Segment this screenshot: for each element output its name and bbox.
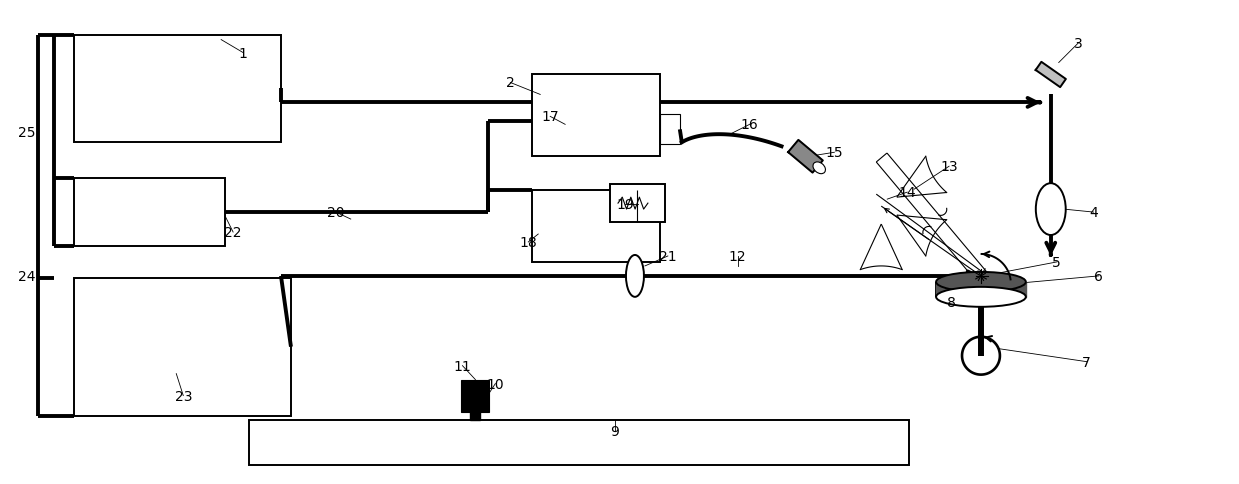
Text: 7: 7	[1083, 355, 1092, 369]
Text: 2: 2	[506, 76, 514, 91]
Text: 3: 3	[1074, 36, 1083, 50]
Ellipse shape	[1036, 184, 1066, 236]
Bar	[660, 115, 680, 145]
Bar	[249, 421, 909, 466]
Bar	[73, 35, 281, 143]
Text: 8: 8	[947, 295, 955, 309]
Polygon shape	[1036, 63, 1066, 88]
Ellipse shape	[937, 272, 1026, 292]
Text: 9: 9	[611, 424, 620, 439]
Polygon shape	[471, 412, 481, 421]
Text: 14: 14	[898, 186, 916, 200]
Text: 6: 6	[1094, 269, 1103, 283]
Ellipse shape	[813, 163, 825, 174]
Polygon shape	[788, 140, 823, 173]
Text: 5: 5	[1052, 256, 1061, 270]
Text: 17: 17	[541, 110, 559, 124]
Text: 12: 12	[729, 249, 746, 263]
Text: 22: 22	[224, 226, 242, 240]
Bar	[610, 185, 665, 223]
Bar	[461, 380, 489, 412]
Text: 11: 11	[453, 359, 471, 373]
Text: 15: 15	[825, 146, 844, 160]
Text: 16: 16	[741, 118, 758, 132]
Polygon shape	[937, 282, 1026, 297]
Bar	[73, 278, 291, 416]
Ellipse shape	[626, 256, 644, 297]
Text: 25: 25	[17, 126, 36, 140]
Ellipse shape	[937, 287, 1026, 307]
Text: 1: 1	[239, 46, 248, 60]
Text: 19: 19	[616, 197, 634, 212]
Text: 24: 24	[17, 269, 36, 283]
Text: 4: 4	[1089, 206, 1098, 220]
Text: 18: 18	[519, 236, 538, 249]
Bar	[73, 179, 225, 246]
Text: 10: 10	[487, 377, 504, 391]
Text: 21: 21	[659, 249, 676, 263]
Text: 13: 13	[940, 160, 958, 174]
Text: 20: 20	[327, 206, 344, 220]
Text: 23: 23	[175, 389, 192, 403]
Bar	[533, 191, 660, 262]
Bar	[533, 76, 660, 157]
